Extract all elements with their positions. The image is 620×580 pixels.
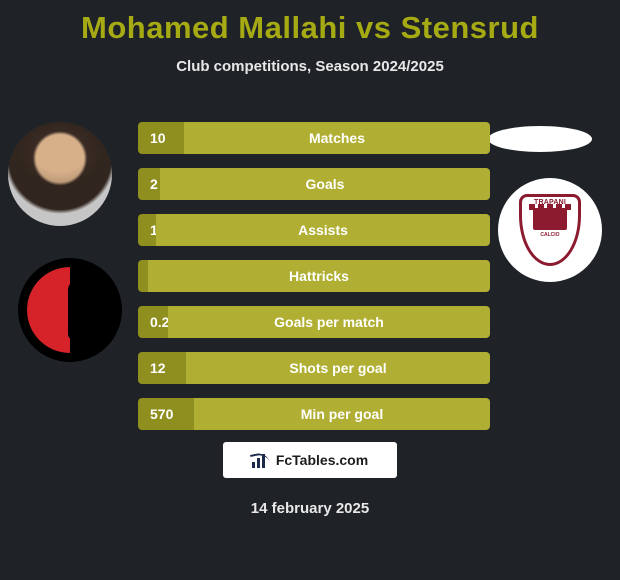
player2-top-badge bbox=[488, 126, 592, 152]
stat-left-segment: 0.2 bbox=[138, 306, 168, 338]
player1-club-badge bbox=[18, 258, 122, 362]
player2-name: Stensrud bbox=[401, 10, 539, 45]
stat-right-segment: Goals bbox=[160, 168, 490, 200]
stat-right-segment: Goals per match bbox=[168, 306, 490, 338]
player2-club-shield: TRAPANI CALCIO bbox=[519, 194, 581, 266]
stat-left-value: 1 bbox=[138, 222, 158, 238]
stat-left-value: 12 bbox=[138, 360, 166, 376]
brand-chart-icon bbox=[252, 452, 270, 468]
stat-row: 0.2 Goals per match bbox=[138, 306, 490, 338]
stat-label: Shots per goal bbox=[289, 360, 386, 376]
stat-label: Assists bbox=[298, 222, 348, 238]
brand-text: FcTables.com bbox=[276, 452, 368, 468]
stat-left-segment: 570 bbox=[138, 398, 194, 430]
stat-row: 1 Assists bbox=[138, 214, 490, 246]
stat-label: Matches bbox=[309, 130, 365, 146]
stat-bars: 10 Matches 2 Goals 1 Assists 0 Hattricks 0.2 Goal… bbox=[138, 122, 490, 444]
stat-row: 2 Goals bbox=[138, 168, 490, 200]
stat-right-segment: Matches bbox=[184, 122, 490, 154]
stat-left-segment: 1 bbox=[138, 214, 156, 246]
stat-right-segment: Shots per goal bbox=[186, 352, 490, 384]
subtitle: Club competitions, Season 2024/2025 bbox=[0, 58, 620, 75]
stat-label: Goals bbox=[306, 176, 345, 192]
stat-left-segment: 0 bbox=[138, 260, 148, 292]
stat-label: Min per goal bbox=[301, 406, 383, 422]
stat-left-segment: 10 bbox=[138, 122, 184, 154]
stat-left-segment: 2 bbox=[138, 168, 160, 200]
player2-club-badge: TRAPANI CALCIO bbox=[498, 178, 602, 282]
stat-row: 12 Shots per goal bbox=[138, 352, 490, 384]
player1-club-badge-inner bbox=[27, 267, 113, 353]
stat-right-segment: Hattricks bbox=[148, 260, 490, 292]
stat-left-value: 570 bbox=[138, 406, 173, 422]
stat-label: Hattricks bbox=[289, 268, 349, 284]
player1-name: Mohamed Mallahi bbox=[81, 10, 347, 45]
comparison-title: Mohamed Mallahi vs Stensrud bbox=[0, 0, 620, 46]
stat-right-segment: Min per goal bbox=[194, 398, 490, 430]
stat-row: 0 Hattricks bbox=[138, 260, 490, 292]
stat-row: 10 Matches bbox=[138, 122, 490, 154]
stat-left-value: 0.2 bbox=[138, 314, 169, 330]
stat-right-segment: Assists bbox=[156, 214, 490, 246]
player1-photo bbox=[8, 122, 112, 226]
stat-left-value: 2 bbox=[138, 176, 158, 192]
stat-left-segment: 12 bbox=[138, 352, 186, 384]
stat-label: Goals per match bbox=[274, 314, 384, 330]
castle-icon bbox=[533, 208, 567, 230]
brand-badge: FcTables.com bbox=[223, 442, 397, 478]
stat-row: 570 Min per goal bbox=[138, 398, 490, 430]
player2-club-text-bottom: CALCIO bbox=[540, 232, 559, 238]
vs-text: vs bbox=[356, 10, 391, 45]
stat-left-value: 10 bbox=[138, 130, 166, 146]
date-text: 14 february 2025 bbox=[251, 500, 369, 517]
